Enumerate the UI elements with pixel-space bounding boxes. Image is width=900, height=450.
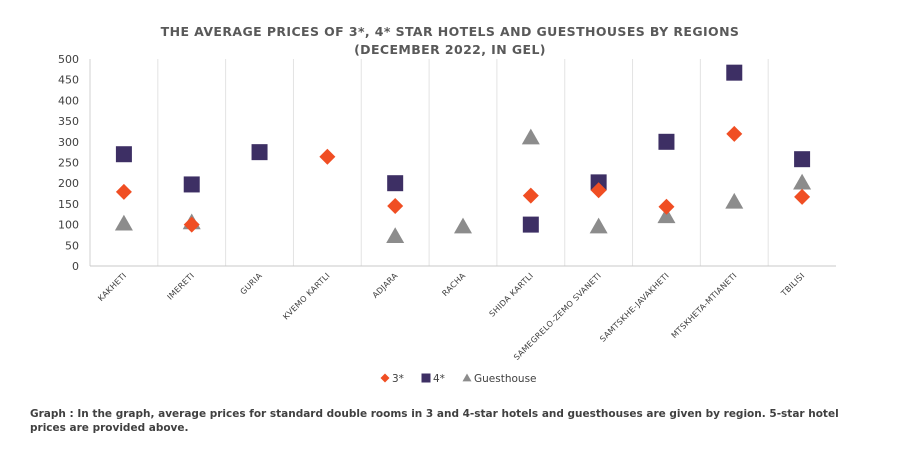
- four-star-point: [251, 144, 268, 161]
- chart-title-line-2: (DECEMBER 2022, IN GEL): [354, 42, 546, 57]
- x-tick-label: MTSKHETA-MTIANETI: [670, 271, 739, 340]
- four-star-point: [387, 175, 404, 192]
- y-tick-label: 250: [58, 157, 79, 170]
- guesthouse-point: [386, 227, 405, 243]
- x-tick-label: RACHA: [440, 271, 467, 298]
- legend-guesthouse-label: Guesthouse: [474, 373, 537, 385]
- three-star-point: [387, 197, 404, 214]
- y-tick-label: 400: [58, 94, 79, 107]
- grid-lines: [157, 59, 769, 266]
- x-tick-label: ADJARA: [371, 271, 400, 300]
- three-star-point: [319, 148, 336, 165]
- x-tick-label: SHIDA KARTLI: [488, 271, 536, 319]
- axes: [89, 59, 836, 267]
- data-points: [114, 64, 812, 243]
- y-tick-label: 150: [58, 198, 79, 211]
- y-tick-label: 300: [58, 136, 79, 149]
- chart-title: THE AVERAGE PRICES OF 3*, 4* STAR HOTELS…: [0, 23, 900, 59]
- three-star-point: [183, 216, 200, 233]
- three-star-point: [590, 182, 607, 199]
- x-tick-label: SAMTSKHE-JAVAKHETI: [598, 271, 671, 344]
- guesthouse-point: [793, 173, 812, 190]
- legend-guesthouse-marker: [462, 373, 472, 382]
- four-star-point: [522, 216, 539, 233]
- legend: 3* 4* Guesthouse: [380, 373, 537, 385]
- y-tick-label: 0: [72, 260, 79, 273]
- x-tick-label: TBILISI: [779, 271, 807, 299]
- y-axis-tick-labels: 0 50 100 150 200 250 300 350 400 450 500: [58, 53, 79, 273]
- four-star-point: [115, 146, 132, 163]
- legend-four-star-marker: [421, 373, 431, 383]
- guesthouse-point: [657, 207, 676, 224]
- y-tick-label: 200: [58, 177, 79, 190]
- y-tick-label: 450: [58, 74, 79, 87]
- figure-caption: Graph : In the graph, average prices for…: [30, 408, 839, 434]
- guesthouse-point: [454, 217, 472, 234]
- four-star-point: [794, 151, 811, 168]
- legend-three-star-marker: [380, 373, 390, 383]
- four-star-point: [658, 133, 675, 150]
- three-star-point: [726, 125, 743, 142]
- four-star-point: [183, 176, 200, 193]
- four-star-point: [726, 64, 743, 81]
- y-tick-label: 350: [58, 115, 79, 128]
- y-tick-label: 500: [58, 53, 79, 66]
- legend-four-star-label: 4*: [433, 373, 445, 385]
- y-tick-label: 50: [65, 239, 79, 252]
- chart-title-line-1: THE AVERAGE PRICES OF 3*, 4* STAR HOTELS…: [160, 24, 740, 39]
- x-tick-label: KVEMO KARTLI: [281, 271, 331, 321]
- guesthouse-point: [725, 192, 744, 209]
- x-tick-label: KAKHETI: [96, 271, 128, 303]
- three-star-point: [794, 188, 811, 205]
- guesthouse-point: [114, 214, 133, 231]
- guesthouse-point: [589, 217, 608, 234]
- y-tick-label: 100: [58, 219, 79, 232]
- guesthouse-point: [521, 128, 540, 145]
- three-star-point: [658, 198, 675, 215]
- three-star-point: [522, 187, 539, 204]
- three-star-point: [115, 183, 132, 200]
- x-tick-label: IMERETI: [166, 271, 197, 302]
- x-tick-label: GURIA: [239, 271, 265, 297]
- legend-three-star-label: 3*: [392, 373, 404, 385]
- x-axis-tick-labels: KAKHETI IMERETI GURIA KVEMO KARTLI ADJARA RAC…: [96, 271, 806, 362]
